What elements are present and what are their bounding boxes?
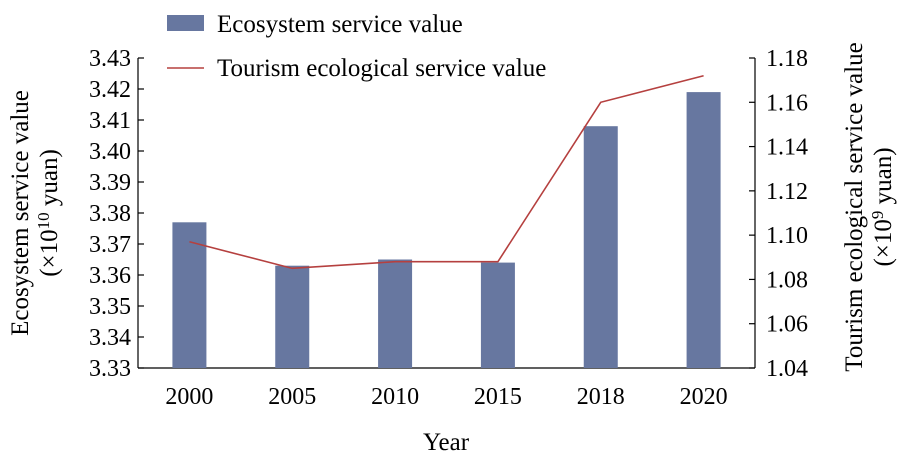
right-axis-title: Tourism ecological service value (×109 y… [841, 42, 897, 371]
right-tick-label: 1.04 [766, 356, 808, 382]
bar-2020 [686, 92, 721, 368]
left-axis-title-line2: (×1010 yuan) [34, 149, 63, 277]
left-tick-label: 3.43 [89, 46, 131, 72]
x-tick-label: 2015 [474, 384, 522, 410]
left-axis-title-line1: Ecosystem service value [7, 90, 34, 336]
right-y-ticks: 1.04 1.06 1.08 1.10 1.12 1.14 1.16 1.18 [749, 46, 808, 382]
left-tick-label: 3.38 [89, 201, 131, 227]
left-tick-label: 3.41 [89, 108, 131, 134]
x-ticks: 2000 2005 2010 2015 2018 2020 [165, 384, 727, 410]
bar-2015 [480, 262, 515, 368]
x-axis-title: Year [423, 429, 470, 455]
left-tick-label: 3.33 [89, 356, 131, 382]
bar-series [172, 92, 721, 368]
right-axis-title-line1: Tourism ecological service value [841, 42, 868, 371]
left-tick-label: 3.35 [89, 294, 131, 320]
line-series [189, 74, 704, 270]
right-tick-label: 1.12 [766, 179, 808, 205]
bar-2005 [275, 265, 310, 368]
left-tick-label: 3.42 [89, 77, 131, 103]
left-tick-label: 3.37 [89, 232, 131, 258]
legend-swatch-ecosystem [167, 15, 204, 31]
right-tick-label: 1.06 [766, 312, 808, 338]
right-tick-label: 1.14 [766, 135, 808, 161]
left-axis-title: Ecosystem service value (×1010 yuan) [7, 90, 63, 336]
bar-2010 [378, 259, 413, 368]
legend: Ecosystem service value Tourism ecologic… [167, 11, 546, 82]
tourism-line [189, 74, 704, 270]
left-tick-label: 3.39 [89, 170, 131, 196]
left-y-ticks: 3.33 3.34 3.35 3.36 3.37 3.38 3.39 3.40 3.41 3.42… [89, 46, 144, 382]
x-tick-label: 2000 [165, 384, 213, 410]
right-tick-label: 1.16 [766, 90, 808, 116]
bar-2018 [583, 126, 618, 368]
legend-label-tourism: Tourism ecological service value [217, 55, 546, 82]
right-tick-label: 1.10 [766, 223, 808, 249]
left-tick-label: 3.40 [89, 139, 131, 165]
left-tick-label: 3.34 [89, 325, 131, 351]
x-tick-label: 2010 [371, 384, 419, 410]
left-tick-label: 3.36 [89, 263, 131, 289]
x-tick-label: 2005 [268, 384, 316, 410]
right-axis-title-line2: (×109 yuan) [868, 147, 897, 266]
x-tick-label: 2020 [680, 384, 728, 410]
right-tick-label: 1.08 [766, 267, 808, 293]
right-tick-label: 1.18 [766, 46, 808, 72]
legend-label-ecosystem: Ecosystem service value [217, 11, 463, 38]
x-tick-label: 2018 [577, 384, 625, 410]
bar-2000 [172, 222, 207, 368]
